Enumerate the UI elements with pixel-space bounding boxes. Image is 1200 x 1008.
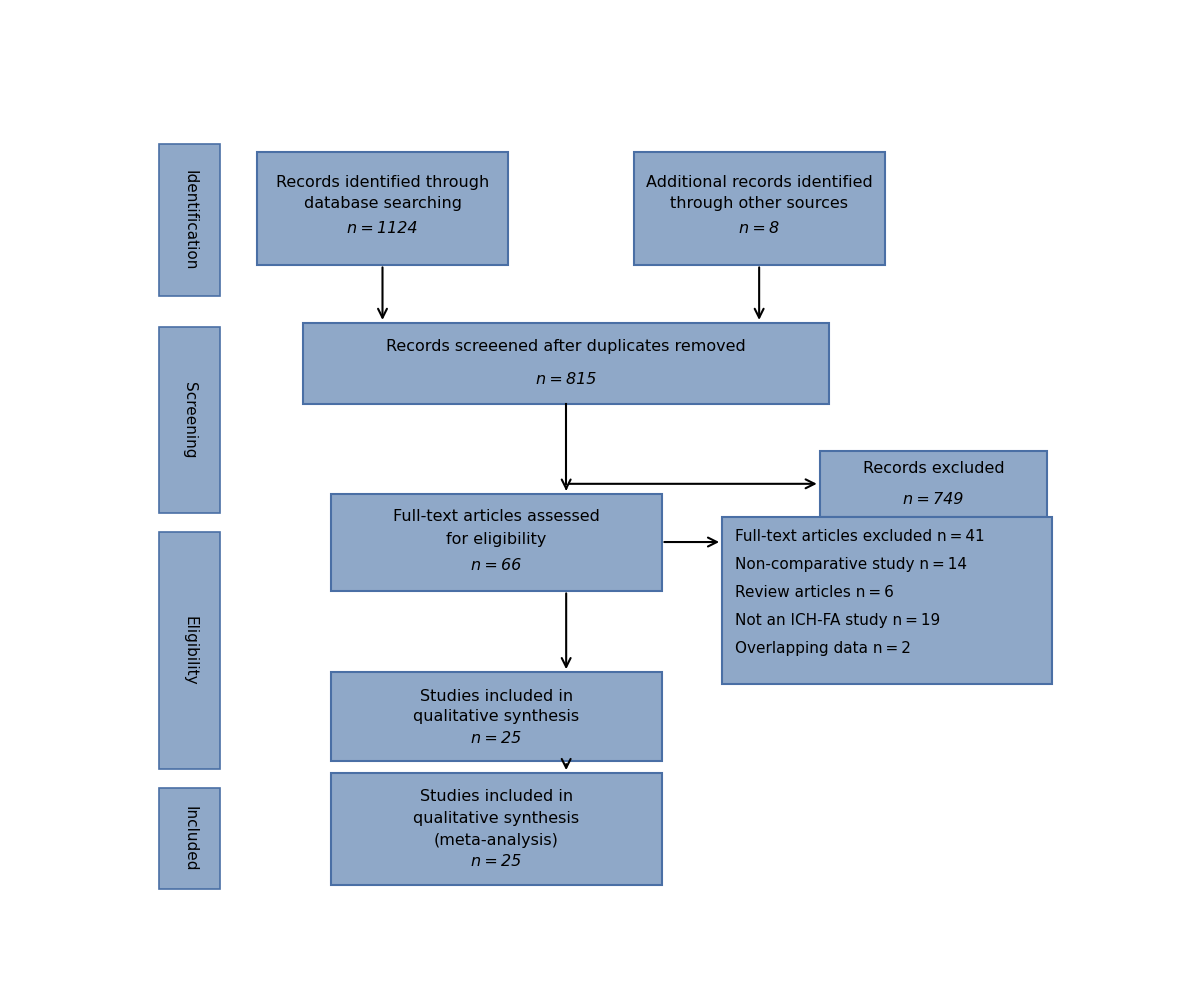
FancyBboxPatch shape [160,532,220,769]
FancyBboxPatch shape [160,144,220,295]
Text: Non-comparative study n = 14: Non-comparative study n = 14 [734,557,967,573]
Text: Included: Included [182,806,197,872]
Text: qualitative synthesis: qualitative synthesis [413,810,580,826]
Text: Records identified through: Records identified through [276,175,490,191]
FancyBboxPatch shape [722,517,1052,683]
Text: Studies included in: Studies included in [420,789,572,804]
Text: through other sources: through other sources [670,197,848,211]
Text: Additional records identified: Additional records identified [646,175,872,191]
Text: database searching: database searching [304,197,462,211]
FancyBboxPatch shape [820,451,1048,517]
Text: Full-text articles assessed: Full-text articles assessed [392,509,600,524]
Text: (meta-analysis): (meta-analysis) [434,833,559,848]
Text: Review articles n = 6: Review articles n = 6 [734,586,894,601]
Text: n = 1124: n = 1124 [347,221,418,236]
Text: Records excluded: Records excluded [863,461,1004,476]
Text: n = 66: n = 66 [472,557,522,573]
FancyBboxPatch shape [634,152,884,264]
Text: for eligibility: for eligibility [446,532,547,547]
FancyBboxPatch shape [304,323,829,404]
Text: qualitative synthesis: qualitative synthesis [413,710,580,724]
Text: Not an ICH-FA study n = 19: Not an ICH-FA study n = 19 [734,613,941,628]
FancyBboxPatch shape [331,672,661,761]
Text: Studies included in: Studies included in [420,689,572,704]
Text: n = 815: n = 815 [536,372,596,386]
Text: Records screeened after duplicates removed: Records screeened after duplicates remov… [386,339,746,354]
Text: Full-text articles excluded n = 41: Full-text articles excluded n = 41 [734,529,984,544]
FancyBboxPatch shape [331,494,661,591]
Text: n = 25: n = 25 [472,731,522,746]
FancyBboxPatch shape [160,788,220,889]
Text: Overlapping data n = 2: Overlapping data n = 2 [734,641,911,656]
FancyBboxPatch shape [160,327,220,513]
FancyBboxPatch shape [257,152,508,264]
Text: n = 25: n = 25 [472,855,522,869]
Text: n = 8: n = 8 [739,221,779,236]
Text: n = 749: n = 749 [904,492,964,507]
Text: Eligibility: Eligibility [182,616,197,685]
FancyBboxPatch shape [331,773,661,885]
Text: Screening: Screening [182,382,197,458]
Text: Identification: Identification [182,169,197,270]
